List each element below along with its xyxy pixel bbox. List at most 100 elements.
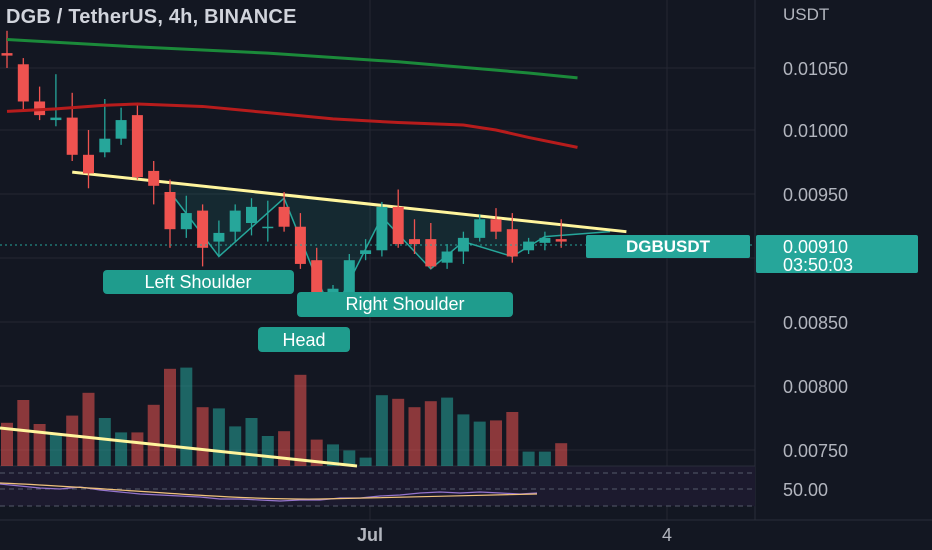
volume-bar <box>180 367 193 466</box>
volume-bar <box>229 426 242 466</box>
volume-bar <box>82 392 95 466</box>
candle <box>1 30 13 68</box>
candle <box>523 237 535 254</box>
volume-bar <box>278 431 291 466</box>
volume-bar <box>33 424 46 466</box>
neckline <box>72 170 627 234</box>
head-label: Head <box>282 330 325 350</box>
volume-bar <box>327 444 339 466</box>
candle <box>506 213 518 263</box>
candle <box>99 99 111 158</box>
volume-bar <box>522 451 535 466</box>
volume-bar <box>457 414 470 466</box>
price-tick: 0.01000 <box>783 121 848 141</box>
moving-averages <box>6 37 578 149</box>
candles <box>1 30 567 310</box>
annotation-head[interactable]: Head <box>258 327 350 352</box>
volume-bar <box>98 418 111 466</box>
candle <box>490 208 502 240</box>
volume-bar <box>538 451 551 466</box>
volume-bar <box>343 450 356 466</box>
candle <box>555 219 567 248</box>
candle <box>262 200 274 242</box>
volume-bar <box>555 443 568 466</box>
volume-bar <box>245 418 258 466</box>
candle <box>457 231 469 264</box>
volume-bar <box>66 415 79 466</box>
last-price-value: 0.00910 <box>783 237 848 257</box>
price-tick: 0.00800 <box>783 377 848 397</box>
candle <box>539 231 551 251</box>
candle <box>425 223 437 269</box>
price-axis-unit: USDT <box>783 5 830 24</box>
candle <box>441 244 453 269</box>
candle <box>115 107 127 145</box>
candle <box>409 219 420 254</box>
volume-bar <box>375 395 388 466</box>
volume-bar <box>392 398 405 466</box>
volume-bar <box>196 407 209 466</box>
candle <box>213 220 225 257</box>
candle <box>376 201 388 257</box>
candle <box>246 198 257 236</box>
candle <box>278 192 290 232</box>
rsi-level-tick: 50.00 <box>783 480 828 500</box>
candle <box>343 254 355 298</box>
candle <box>360 239 372 261</box>
annotation-right-shoulder[interactable]: Right Shoulder <box>297 292 513 317</box>
volume-bar <box>131 432 144 466</box>
candle <box>50 74 62 127</box>
candle <box>66 92 78 161</box>
volume-bar <box>115 432 128 466</box>
volume-bar <box>490 420 502 466</box>
volume-bar <box>506 412 519 466</box>
candle <box>474 214 486 242</box>
volume-bar <box>164 368 176 466</box>
price-tick: 0.01050 <box>783 59 848 79</box>
price-tick: 0.00950 <box>783 185 848 205</box>
candle <box>148 161 160 205</box>
volume-bar <box>17 400 30 466</box>
right-shoulder-label: Right Shoulder <box>345 294 464 314</box>
time-tick: 4 <box>662 525 672 545</box>
volume-bar <box>49 433 62 466</box>
time-tick: Jul <box>357 525 383 545</box>
candle <box>164 179 176 248</box>
price-axis[interactable]: 0.01050 0.01000 0.00950 0.00850 0.00800 … <box>783 59 848 500</box>
bar-countdown: 03:50:03 <box>783 255 853 275</box>
symbol-badge[interactable]: DGBUSDT <box>586 235 750 258</box>
rsi-ma-line <box>0 482 538 500</box>
volume-bar <box>473 421 486 466</box>
pattern-fill <box>170 182 611 314</box>
volume-trendline <box>0 426 358 468</box>
annotation-left-shoulder[interactable]: Left Shoulder <box>103 270 294 294</box>
volume-bar <box>261 436 274 466</box>
volume-bar <box>147 404 160 466</box>
candle <box>131 105 143 180</box>
volume-bar <box>408 407 421 466</box>
candle <box>17 58 29 111</box>
symbol-badge-text: DGBUSDT <box>626 237 711 256</box>
left-shoulder-label: Left Shoulder <box>144 272 251 292</box>
volume-bar <box>212 408 225 466</box>
volume-bar <box>1 422 13 466</box>
volume-bar <box>359 457 372 466</box>
price-grid <box>0 0 755 520</box>
last-price-badge: 0.00910 03:50:03 <box>756 235 918 275</box>
candle <box>229 204 241 242</box>
time-axis[interactable]: Jul 4 <box>0 519 932 545</box>
ma-slow-line <box>6 37 578 80</box>
volume-bar <box>310 439 323 466</box>
volume-bar <box>424 401 437 466</box>
volume-bar <box>441 397 454 466</box>
chart-title: DGB / TetherUS, 4h, BINANCE <box>6 6 297 28</box>
candle <box>197 204 209 267</box>
candle <box>180 195 192 238</box>
price-tick: 0.00850 <box>783 313 848 333</box>
ma-mid-line <box>6 102 578 149</box>
candle <box>392 189 404 248</box>
price-tick: 0.00750 <box>783 441 848 461</box>
rsi-pane <box>0 465 755 507</box>
candle <box>83 130 94 189</box>
